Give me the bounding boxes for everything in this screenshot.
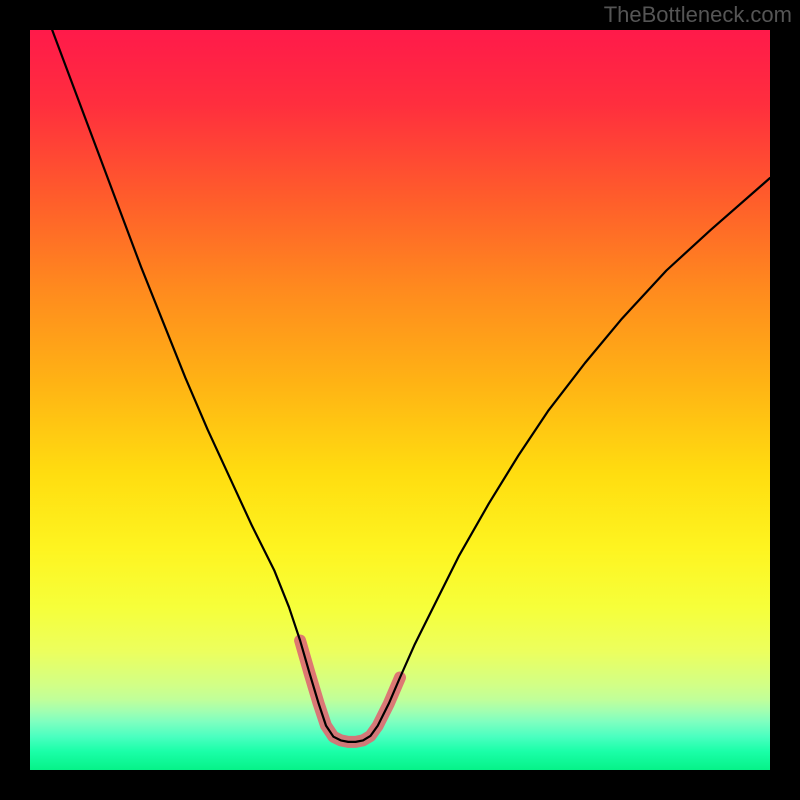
chart-gradient-background [30, 30, 770, 770]
watermark-text: TheBottleneck.com [604, 2, 792, 28]
bottleneck-chart [0, 0, 800, 800]
